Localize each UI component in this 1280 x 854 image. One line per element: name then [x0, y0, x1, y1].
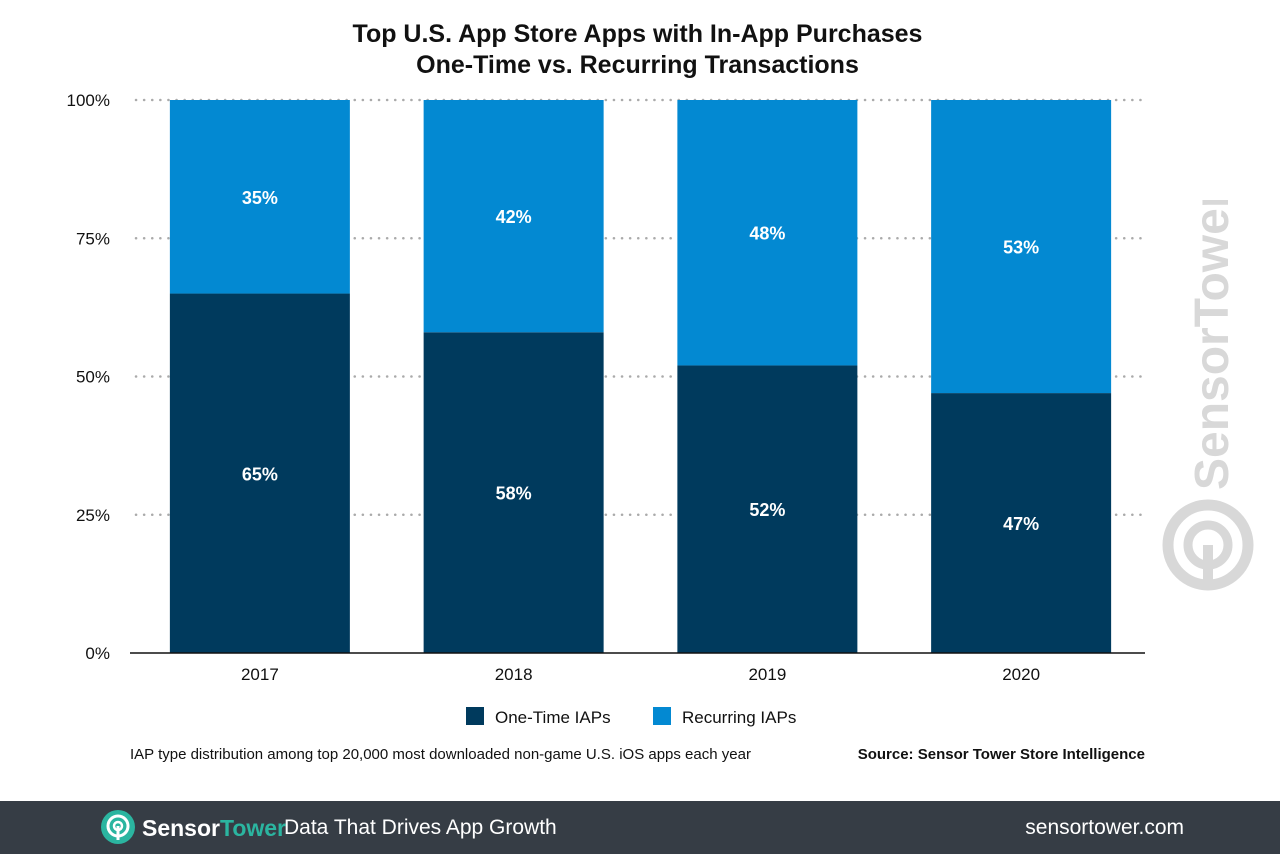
x-tick-label: 2019	[748, 665, 786, 684]
y-tick-label: 100%	[67, 91, 110, 110]
legend-swatch	[653, 707, 671, 725]
x-tick-label: 2020	[1002, 665, 1040, 684]
footer-brand-part1: Sensor	[142, 815, 220, 841]
bar-data-label: 48%	[749, 224, 785, 244]
chart-title: Top U.S. App Store Apps with In-App Purc…	[352, 20, 923, 48]
chart-subtitle: One-Time vs. Recurring Transactions	[416, 51, 859, 79]
bar-segment-one-time-iaps-2020	[931, 393, 1112, 653]
footer-brand-part2: Tower	[219, 815, 287, 841]
stacked-bar-chart: 0% 25% 50% 75% 100% 65% 35% 2017 58% 42% 2018 52% 4…	[67, 91, 1147, 727]
bar-segment-recurring-iaps-2017	[169, 100, 350, 294]
y-tick-label: 0%	[85, 644, 110, 663]
bar-segment-one-time-iaps-2017	[169, 293, 350, 653]
x-tick-label: 2018	[495, 665, 533, 684]
chart-source: Source: Sensor Tower Store Intelligence	[857, 746, 1145, 763]
y-tick-label: 75%	[76, 229, 110, 248]
legend-label: Recurring IAPs	[682, 708, 796, 727]
bar-data-label: 35%	[242, 188, 278, 208]
y-tick-label: 25%	[76, 506, 110, 525]
x-tick-label: 2017	[241, 665, 279, 684]
legend-swatch	[466, 707, 484, 725]
bar-segment-recurring-iaps-2020	[931, 100, 1112, 394]
bar-segment-recurring-iaps-2018	[423, 100, 604, 333]
bar-segment-one-time-iaps-2018	[423, 332, 604, 653]
bar-segment-one-time-iaps-2019	[677, 365, 858, 653]
svg-text:SensorTower: SensorTower	[1186, 200, 1239, 490]
sensortower-watermark-logo: SensorTower	[1162, 200, 1254, 591]
bar-data-label: 47%	[1003, 514, 1039, 534]
footer-brand-name[interactable]: SensorTower	[142, 815, 286, 842]
chart-footnote: IAP type distribution among top 20,000 m…	[130, 746, 751, 763]
bar-data-label: 52%	[749, 500, 785, 520]
bar-segment-recurring-iaps-2019	[677, 100, 858, 366]
footer-tagline: Data That Drives App Growth	[284, 816, 557, 839]
bar-data-label: 42%	[496, 207, 532, 227]
bar-data-label: 65%	[242, 464, 278, 484]
footer-url-link[interactable]: sensortower.com	[1025, 816, 1184, 839]
sensortower-logo-icon	[101, 810, 135, 844]
footer-bar: SensorTower Data That Drives App Growth …	[0, 801, 1280, 854]
y-tick-label: 50%	[76, 368, 110, 387]
bar-data-label: 58%	[496, 484, 532, 504]
bar-data-label: 53%	[1003, 238, 1039, 258]
legend-label: One-Time IAPs	[495, 708, 611, 727]
